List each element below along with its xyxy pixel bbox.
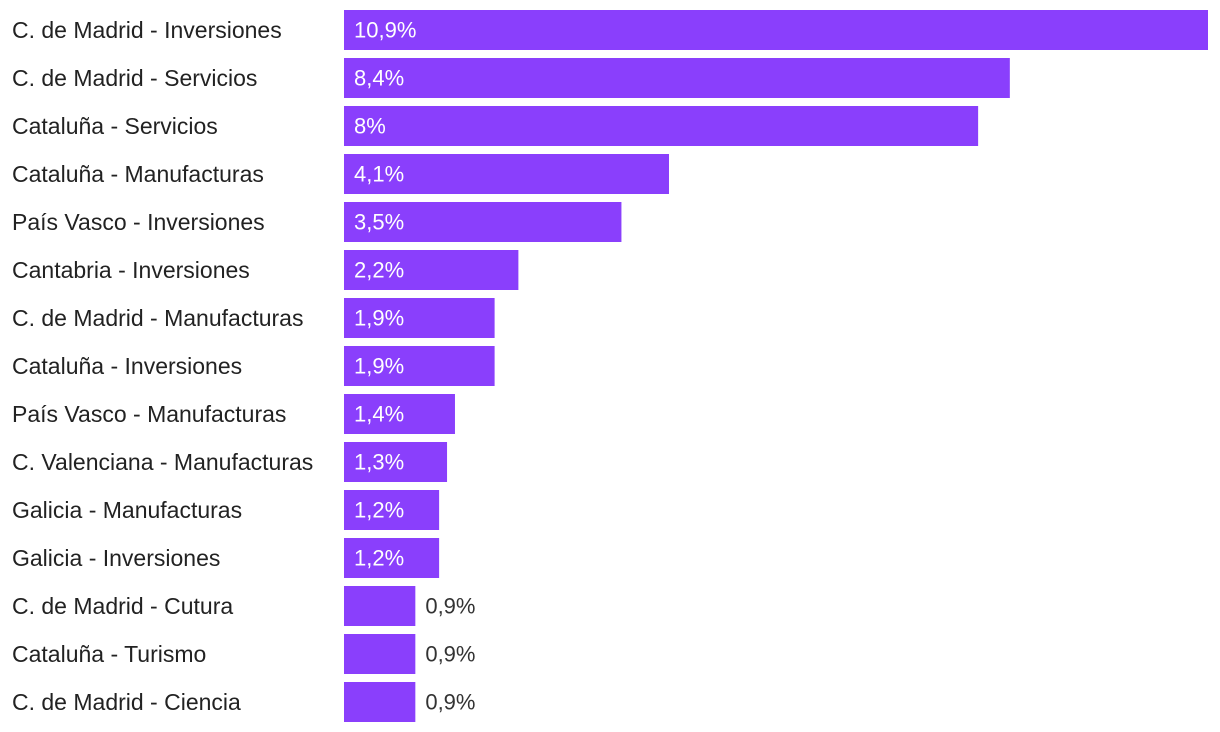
value-label: 8% bbox=[354, 114, 386, 139]
bar bbox=[344, 442, 448, 482]
bar bbox=[344, 10, 1208, 50]
category-label: Galicia - Inversiones bbox=[12, 545, 220, 571]
bar-row: C. Valenciana - Manufacturas 1,3% bbox=[12, 442, 448, 482]
bar-row: C. de Madrid - Cutura 0,9% bbox=[12, 586, 475, 626]
bar-row: Cataluña - Inversiones 1,9% bbox=[12, 346, 495, 386]
bar bbox=[344, 586, 416, 626]
category-label: País Vasco - Manufacturas bbox=[12, 401, 286, 427]
bar bbox=[344, 298, 495, 338]
value-label: 3,5% bbox=[354, 210, 404, 235]
bar-row: C. de Madrid - Servicios 8,4% bbox=[12, 58, 1010, 98]
category-label: Cataluña - Manufacturas bbox=[12, 161, 264, 187]
bar bbox=[344, 538, 440, 578]
bar bbox=[344, 346, 495, 386]
value-label: 0,9% bbox=[425, 690, 475, 715]
value-label: 0,9% bbox=[425, 594, 475, 619]
category-label: C. de Madrid - Manufacturas bbox=[12, 305, 303, 331]
category-label: Cataluña - Turismo bbox=[12, 641, 206, 667]
category-label: País Vasco - Inversiones bbox=[12, 209, 265, 235]
bar-row: Cataluña - Turismo 0,9% bbox=[12, 634, 475, 674]
bar bbox=[344, 106, 979, 146]
value-label: 4,1% bbox=[354, 162, 404, 187]
bar-row: Galicia - Manufacturas 1,2% bbox=[12, 490, 440, 530]
value-label: 1,9% bbox=[354, 306, 404, 331]
bar-row: Galicia - Inversiones 1,2% bbox=[12, 538, 440, 578]
category-label: C. Valenciana - Manufacturas bbox=[12, 449, 313, 475]
bar-row: Cataluña - Manufacturas 4,1% bbox=[12, 154, 669, 194]
value-label: 2,2% bbox=[354, 258, 404, 283]
value-label: 1,3% bbox=[354, 450, 404, 475]
bar bbox=[344, 490, 440, 530]
value-label: 0,9% bbox=[425, 642, 475, 667]
value-label: 1,4% bbox=[354, 402, 404, 427]
category-label: C. de Madrid - Cutura bbox=[12, 593, 233, 619]
value-label: 10,9% bbox=[354, 18, 416, 43]
bar bbox=[344, 202, 622, 242]
value-label: 8,4% bbox=[354, 66, 404, 91]
category-label: Cataluña - Servicios bbox=[12, 113, 218, 139]
category-label: C. de Madrid - Servicios bbox=[12, 65, 257, 91]
category-label: C. de Madrid - Ciencia bbox=[12, 689, 241, 715]
value-label: 1,9% bbox=[354, 354, 404, 379]
category-label: C. de Madrid - Inversiones bbox=[12, 17, 282, 43]
bar-row: C. de Madrid - Manufacturas 1,9% bbox=[12, 298, 495, 338]
category-label: Cantabria - Inversiones bbox=[12, 257, 250, 283]
bar-row: Cantabria - Inversiones 2,2% bbox=[12, 250, 519, 290]
bar-row: País Vasco - Manufacturas 1,4% bbox=[12, 394, 455, 434]
bar bbox=[344, 394, 455, 434]
bar-row: Cataluña - Servicios 8% bbox=[12, 106, 979, 146]
category-label: Cataluña - Inversiones bbox=[12, 353, 242, 379]
value-label: 1,2% bbox=[354, 546, 404, 571]
bar bbox=[344, 154, 669, 194]
bar-row: C. de Madrid - Ciencia 0,9% bbox=[12, 682, 475, 722]
bar bbox=[344, 634, 416, 674]
bar-row: C. de Madrid - Inversiones 10,9% bbox=[12, 10, 1208, 50]
bar bbox=[344, 682, 416, 722]
value-label: 1,2% bbox=[354, 498, 404, 523]
bar bbox=[344, 58, 1010, 98]
category-label: Galicia - Manufacturas bbox=[12, 497, 242, 523]
bar bbox=[344, 250, 519, 290]
bar-row: País Vasco - Inversiones 3,5% bbox=[12, 202, 622, 242]
